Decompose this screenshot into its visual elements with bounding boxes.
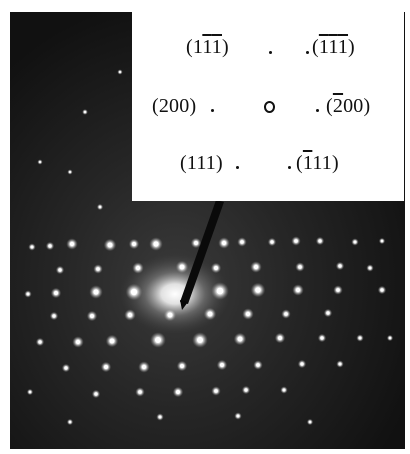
diffraction-spot <box>236 414 240 418</box>
diffraction-spot <box>54 291 58 295</box>
diffraction-spot <box>194 241 198 245</box>
label-200: (200) <box>152 95 197 117</box>
spot-marker <box>211 109 214 112</box>
diffraction-spot <box>75 339 81 345</box>
diffraction-spot <box>127 312 133 318</box>
diffraction-spot <box>109 338 115 344</box>
diffraction-spot <box>318 239 322 243</box>
diffraction-spot <box>295 287 301 293</box>
diffraction-spot <box>69 171 71 173</box>
diffraction-spot <box>270 240 274 244</box>
diffraction-spot <box>135 265 141 271</box>
diffraction-spot <box>68 420 72 424</box>
diffraction-spot <box>380 239 384 243</box>
diffraction-spot <box>282 388 286 392</box>
diffraction-spot <box>38 340 42 344</box>
diffraction-spot <box>132 242 136 246</box>
diffraction-spot <box>278 336 282 340</box>
diffraction-spot <box>300 362 304 366</box>
label-minus2-00: (200) <box>326 95 371 117</box>
diffraction-spot <box>98 205 102 209</box>
diffraction-spot <box>221 240 227 246</box>
diffraction-spot <box>214 266 218 270</box>
diffraction-spot <box>237 336 243 342</box>
diffraction-spot <box>244 388 248 392</box>
diffraction-spot <box>69 241 75 247</box>
diffraction-spot <box>141 364 147 370</box>
label-1-minus1-minus1: (111) <box>186 36 229 58</box>
diffraction-spot <box>245 311 251 317</box>
diffraction-spot <box>90 314 94 318</box>
transmitted-beam-marker <box>264 101 275 113</box>
spot-marker <box>269 51 272 54</box>
diffraction-spot <box>353 240 357 244</box>
diffraction-spot <box>158 415 162 419</box>
diffraction-spot <box>176 390 180 394</box>
diffraction-spot <box>336 288 340 292</box>
diffraction-spot <box>64 366 68 370</box>
diffraction-spot <box>253 264 259 270</box>
diffraction-spot <box>388 336 392 340</box>
diffraction-spot <box>52 314 56 318</box>
diffraction-spot <box>94 392 98 396</box>
spot-marker <box>306 51 309 54</box>
diffraction-spot <box>240 240 244 244</box>
beam-stop-tip <box>180 300 188 310</box>
diffraction-spot <box>28 390 32 394</box>
beam-stop <box>180 200 224 304</box>
diffraction-spot <box>155 337 161 343</box>
diffraction-spot <box>256 363 260 367</box>
diffraction-spot <box>96 267 100 271</box>
diffraction-spot <box>153 241 159 247</box>
diffraction-spot <box>338 264 342 268</box>
diffraction-spot <box>207 311 213 317</box>
spot-marker <box>236 166 239 169</box>
diffraction-spot <box>284 312 288 316</box>
diffraction-spot <box>107 242 113 248</box>
label-111: (111) <box>180 152 223 174</box>
diffraction-spot <box>130 288 138 296</box>
diffraction-spot <box>58 268 62 272</box>
diffraction-spot <box>26 292 30 296</box>
diffraction-spot <box>214 389 218 393</box>
diffraction-spot <box>294 239 298 243</box>
diffraction-spot <box>255 287 261 293</box>
diffraction-spot <box>380 288 384 292</box>
label-minus1-minus1-minus1: (111) <box>312 36 355 58</box>
diffraction-spot <box>298 265 302 269</box>
diffraction-spot <box>220 363 224 367</box>
diffraction-spot <box>320 336 324 340</box>
diffraction-spot <box>83 110 87 114</box>
diffraction-spots <box>24 69 394 426</box>
spot-marker <box>316 109 319 112</box>
diffraction-spot <box>338 362 342 366</box>
diffraction-spot <box>93 289 99 295</box>
diffraction-spot <box>180 364 184 368</box>
diffraction-spot <box>216 287 224 295</box>
spot-marker <box>288 166 291 169</box>
diffraction-spot <box>39 161 41 163</box>
diffraction-spot <box>326 311 330 315</box>
diffraction-spot <box>179 264 185 270</box>
diffraction-spot <box>368 266 372 270</box>
diffraction-spot <box>104 365 108 369</box>
diffraction-spot <box>48 244 52 248</box>
central-beam-glow <box>120 254 230 334</box>
diffraction-spot <box>358 336 362 340</box>
diffraction-spot <box>167 312 173 318</box>
diffraction-spot <box>138 390 142 394</box>
diffraction-spot <box>119 71 121 73</box>
label-minus1-11: (111) <box>296 152 339 174</box>
diffraction-spot <box>197 337 203 343</box>
diffraction-spot <box>308 420 312 424</box>
diffraction-spot <box>30 245 34 249</box>
indexing-inset: (111) (111) (200) (200) (111) (111) <box>132 0 404 201</box>
